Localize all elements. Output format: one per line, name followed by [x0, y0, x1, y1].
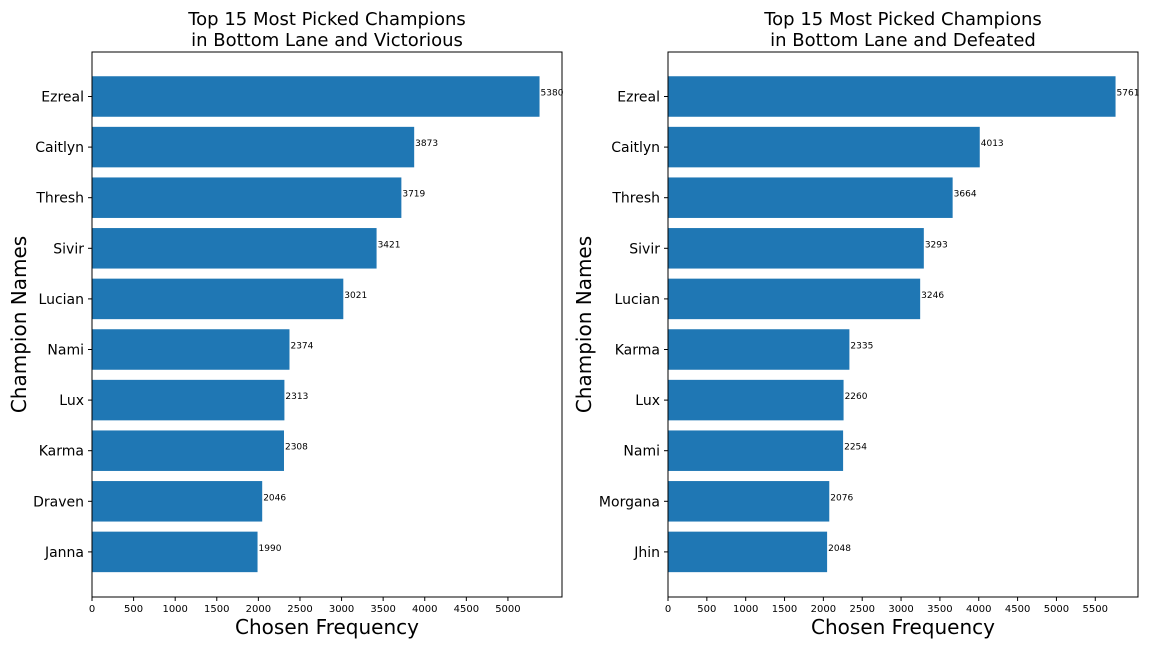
bar-lux — [668, 379, 844, 421]
x-tick-label: 2000 — [811, 604, 836, 615]
bar-lux — [92, 379, 285, 421]
chart-defeated: Top 15 Most Picked Champions in Bottom La… — [572, 9, 1139, 639]
data-label: 4013 — [981, 139, 1004, 149]
bar-morgana — [668, 481, 830, 522]
data-label: 3021 — [344, 291, 367, 301]
x-tick-label: 3500 — [370, 604, 395, 615]
data-label: 5380 — [541, 89, 564, 99]
x-tick-label: 5500 — [1083, 604, 1108, 615]
bar-lucian — [92, 278, 344, 320]
plot-frame — [667, 51, 1139, 598]
data-label: 3664 — [954, 190, 977, 200]
x-tick-label: 1500 — [204, 604, 229, 615]
data-label: 2254 — [844, 443, 867, 453]
chart-victorious: Top 15 Most Picked Champions in Bottom La… — [7, 9, 564, 639]
y-axis-label: Champion Names — [7, 236, 31, 413]
x-axis-label: Chosen Frequency — [235, 615, 419, 639]
y-tick-label: Caitlyn — [611, 140, 660, 156]
x-tick-label: 2000 — [246, 604, 271, 615]
x-tick-label: 500 — [697, 604, 716, 615]
y-tick-label: Ezreal — [41, 90, 84, 106]
bar-karma — [668, 329, 850, 370]
data-label: 2260 — [845, 392, 868, 402]
data-label: 2313 — [285, 392, 308, 402]
x-tick-label: 4000 — [412, 604, 437, 615]
data-label: 2046 — [263, 493, 286, 503]
x-axis-label: Chosen Frequency — [811, 615, 995, 639]
x-tick-label: 4000 — [966, 604, 991, 615]
data-label: 2048 — [828, 544, 851, 554]
data-label: 1990 — [259, 544, 282, 554]
x-tick-label: 5000 — [1044, 604, 1069, 615]
y-tick-label: Sivir — [53, 241, 84, 257]
bar-nami — [668, 430, 844, 471]
bar-jhin — [668, 531, 828, 573]
x-tick-label: 2500 — [849, 604, 874, 615]
bar-sivir — [668, 228, 924, 269]
x-tick-label: 1000 — [733, 604, 758, 615]
data-label: 3719 — [402, 190, 425, 200]
bar-draven — [92, 481, 263, 522]
y-tick-label: Thresh — [35, 191, 84, 207]
y-tick-label: Caitlyn — [35, 140, 84, 156]
x-tick-label: 4500 — [454, 604, 479, 615]
y-tick-label: Lucian — [39, 292, 84, 308]
chart-title-line: Top 15 Most Picked Champions — [187, 9, 466, 30]
y-tick-label: Ezreal — [617, 90, 660, 106]
chart-title: Top 15 Most Picked Champions in Bottom La… — [763, 9, 1042, 51]
chart-title-line: in Bottom Lane and Victorious — [191, 30, 463, 51]
bar-karma — [92, 430, 284, 471]
bar-lucian — [668, 278, 921, 320]
x-tick-label: 0 — [665, 604, 671, 615]
data-label: 2335 — [850, 342, 873, 352]
x-tick-label: 0 — [89, 604, 95, 615]
y-axis-label: Champion Names — [572, 236, 596, 413]
y-tick-label: Jhin — [633, 545, 660, 561]
chart-title-line: in Bottom Lane and Defeated — [770, 30, 1036, 51]
bar-caitlyn — [668, 126, 980, 168]
bar-ezreal — [668, 76, 1116, 117]
bar-janna — [92, 531, 258, 573]
x-tick-label: 4500 — [1005, 604, 1030, 615]
data-label: 3421 — [378, 240, 401, 250]
y-tick-label: Janna — [44, 545, 84, 561]
bar-caitlyn — [92, 126, 415, 168]
y-tick-label: Lux — [635, 393, 660, 409]
x-tick-label: 3000 — [888, 604, 913, 615]
y-tick-label: Karma — [39, 444, 84, 460]
data-label: 2308 — [285, 443, 308, 453]
y-tick-label: Nami — [623, 444, 660, 460]
y-tick-label: Draven — [33, 494, 84, 510]
x-tick-label: 500 — [124, 604, 143, 615]
x-tick-label: 3000 — [329, 604, 354, 615]
chart-title-line: Top 15 Most Picked Champions — [763, 9, 1042, 30]
data-label: 3293 — [925, 240, 948, 250]
y-tick-label: Lucian — [615, 292, 660, 308]
data-label: 2076 — [830, 493, 853, 503]
y-tick-label: Lux — [59, 393, 84, 409]
bar-thresh — [668, 177, 953, 218]
y-tick-label: Thresh — [611, 191, 660, 207]
data-label: 5761 — [1117, 89, 1140, 99]
bar-ezreal — [92, 76, 540, 117]
y-tick-label: Sivir — [629, 241, 660, 257]
plot-frame — [91, 51, 563, 598]
y-tick-label: Morgana — [599, 494, 660, 510]
x-tick-label: 2500 — [287, 604, 312, 615]
x-tick-label: 1500 — [772, 604, 797, 615]
y-tick-label: Karma — [615, 343, 660, 359]
bar-sivir — [92, 228, 377, 269]
data-label: 3246 — [921, 291, 944, 301]
x-tick-label: 1000 — [162, 604, 187, 615]
x-tick-label: 3500 — [927, 604, 952, 615]
data-label: 2374 — [290, 342, 313, 352]
chart-title: Top 15 Most Picked Champions in Bottom La… — [187, 9, 466, 51]
bar-nami — [92, 329, 290, 370]
x-tick-label: 5000 — [495, 604, 520, 615]
data-label: 3873 — [415, 139, 438, 149]
bar-thresh — [92, 177, 402, 218]
y-tick-label: Nami — [47, 343, 84, 359]
